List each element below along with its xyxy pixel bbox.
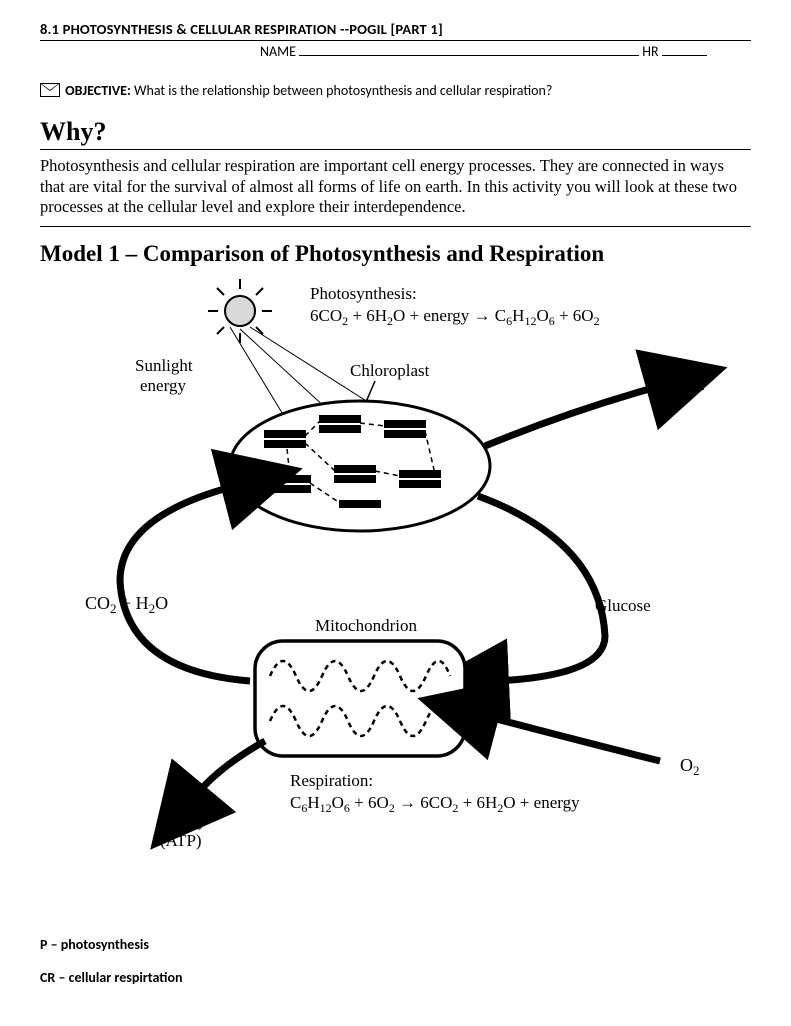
o2-top-label: O2: [685, 370, 705, 393]
model-diagram: Photosynthesis: 6CO2 + 6H2O + energy → C…: [40, 271, 751, 886]
glucose-label: Glucose: [595, 596, 651, 615]
arrow-o2-in: [485, 716, 660, 761]
photosynthesis-title: Photosynthesis:: [310, 284, 417, 303]
why-body: Photosynthesis and cellular respiration …: [40, 156, 751, 227]
name-label: NAME: [260, 43, 296, 60]
legend-block: P – photosynthesis CR – cellular respirt…: [40, 936, 751, 986]
mitochondrion-label: Mitochondrion: [315, 616, 417, 635]
hr-label: HR: [642, 43, 658, 60]
energy-atp-label-2: (ATP): [160, 831, 202, 850]
arrow-glucose: [478, 496, 605, 681]
arrow-o2-out: [485, 386, 660, 446]
respiration-equation: C6H12O6 + 6O2 → 6CO2 + 6H2O + energy: [290, 793, 580, 815]
objective-line: OBJECTIVE: What is the relationship betw…: [40, 82, 751, 99]
sunlight-energy-label: energy: [140, 376, 186, 395]
hr-blank[interactable]: [662, 55, 707, 56]
o2-bottom-label: O2: [680, 755, 700, 778]
worksheet-title: 8.1 PHOTOSYNTHESIS & CELLULAR RESPIRATIO…: [40, 20, 751, 41]
objective-label: OBJECTIVE:: [65, 82, 131, 99]
envelope-icon: [40, 83, 60, 97]
name-hr-line: NAME HR: [40, 43, 751, 60]
arrow-co2-h2o: [120, 486, 250, 681]
worksheet-page: 8.1 PHOTOSYNTHESIS & CELLULAR RESPIRATIO…: [0, 0, 791, 1026]
co2-h2o-label: CO2 + H2O: [85, 593, 168, 616]
respiration-title: Respiration:: [290, 771, 373, 790]
sunlight-label: Sunlight: [135, 356, 193, 375]
chloroplast-shape: [230, 401, 490, 531]
photosynthesis-equation: 6CO2 + 6H2O + energy → C6H12O6 + 6O2: [310, 306, 600, 328]
name-blank[interactable]: [299, 55, 639, 56]
why-heading: Why?: [40, 117, 751, 150]
objective-text: What is the relationship between photosy…: [134, 82, 552, 99]
model-heading: Model 1 – Comparison of Photosynthesis a…: [40, 241, 751, 267]
legend-p: P – photosynthesis: [40, 936, 751, 953]
legend-cr: CR – cellular respirtation: [40, 969, 751, 986]
chloroplast-label: Chloroplast: [350, 361, 430, 380]
mitochondrion-shape: [255, 641, 465, 756]
energy-atp-label-1: energy: [160, 811, 206, 830]
arrow-atp: [195, 741, 265, 796]
